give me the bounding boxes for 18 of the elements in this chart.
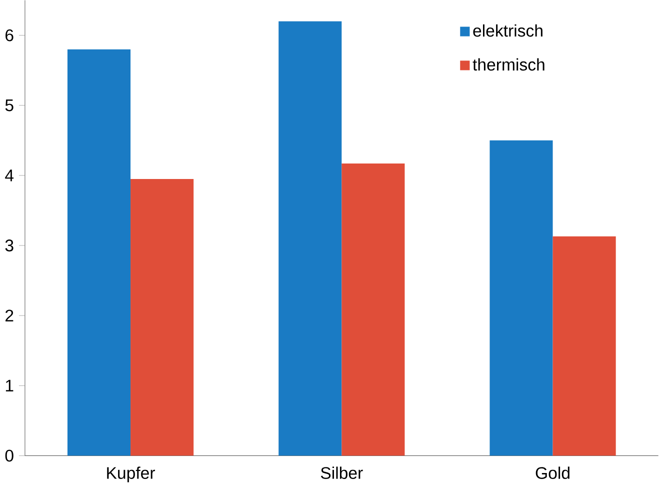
legend-label: elektrisch [473,24,542,37]
y-tick-label: 4 [5,170,14,182]
bar [130,178,194,456]
y-tick-label: 0 [5,450,14,462]
bar [67,49,131,456]
bar [552,236,616,456]
y-tick-label: 2 [6,310,14,322]
x-tick-label: Gold [536,466,570,479]
x-tick-label: Silber [320,466,363,479]
y-tick-label: 5 [5,100,14,112]
legend-label: thermisch [472,58,544,71]
y-tick-label: 1 [6,380,14,392]
bar [490,140,553,456]
y-tick-label: 3 [5,240,14,252]
bar [278,21,342,456]
y-tick-label: 6 [6,29,14,42]
bar [342,164,405,456]
x-tick-label: Kupfer [107,466,156,482]
